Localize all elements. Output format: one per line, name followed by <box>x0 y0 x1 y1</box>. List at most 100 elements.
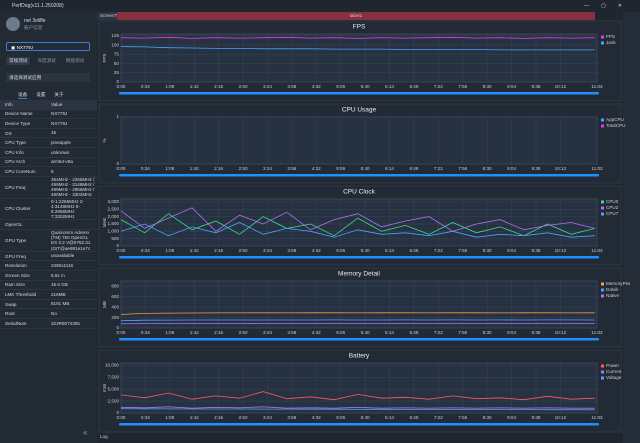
x-tick-label: 5:40 <box>361 166 370 171</box>
mode-tab[interactable]: 网络测试 <box>65 58 85 63</box>
x-tick-label: 2:16 <box>214 166 223 171</box>
table-cell: 8 <box>51 168 54 174</box>
avatar[interactable] <box>6 17 20 31</box>
y-tick-label: 3,000 <box>108 199 120 204</box>
x-tick-label: 4:32 <box>312 415 321 420</box>
legend-label: MemoryPss <box>606 281 631 286</box>
account-link[interactable]: 账户信息 <box>24 25 43 30</box>
legend-swatch <box>601 35 604 39</box>
legend-label: Jank <box>606 40 616 45</box>
y-tick-label: 1,000 <box>108 229 120 234</box>
info-tab[interactable]: 设备 <box>18 92 28 99</box>
table-header: Info Value <box>0 100 97 110</box>
x-tick-label: 0:34 <box>141 166 150 171</box>
log-tab[interactable]: Log <box>100 434 108 439</box>
series-line <box>120 312 595 315</box>
x-tick-label: 1:08 <box>165 166 174 171</box>
table-row: CPU Cluster 0-1:2265MHz 2-4:3148MHz 5-6:2… <box>0 199 97 221</box>
collapse-button[interactable]: « <box>83 428 88 437</box>
x-tick-label: 9:04 <box>507 330 516 335</box>
x-tick-label: 2:50 <box>239 166 248 171</box>
time-slider <box>119 256 599 259</box>
x-tick-label: 6:48 <box>409 415 418 420</box>
table-cell: GPU Type <box>5 237 27 243</box>
y-axis-label: % <box>102 138 107 142</box>
table-cell: CPU Arch <box>5 159 26 165</box>
x-tick-label: 0:00 <box>117 166 126 171</box>
legend-label: Power <box>606 363 619 368</box>
x-tick-label: 2:50 <box>239 248 248 253</box>
mode-tab[interactable]: 常规测试 <box>6 57 31 65</box>
table-row: CPU Arch arm64-v8a <box>0 158 97 168</box>
y-tick-label: 2,500 <box>108 207 120 212</box>
table-cell: 216MB <box>51 291 66 297</box>
x-tick-label: 2:16 <box>214 84 223 89</box>
x-tick-label: 6:14 <box>385 415 394 420</box>
table-cell: OS <box>5 130 12 136</box>
device-select[interactable]: ▣ NX779J <box>6 42 90 51</box>
charts-area: ScreenTab label1 Log FPSFPS0255075100125… <box>97 12 640 443</box>
x-tick-label: 1:08 <box>165 330 174 335</box>
legend-swatch <box>601 200 604 204</box>
legend-swatch <box>601 288 604 292</box>
x-tick-label: 3:58 <box>287 330 296 335</box>
x-tick-label: 8:30 <box>483 330 492 335</box>
x-tick-label: 10:12 <box>555 248 567 253</box>
x-tick-label: 3:58 <box>287 166 296 171</box>
x-tick-label: 1:08 <box>165 415 174 420</box>
legend-label: FPS <box>606 34 615 39</box>
table-cell: NX779J <box>51 111 68 117</box>
table-cell: CPU Info <box>5 149 24 155</box>
x-tick-label: 7:22 <box>434 248 443 253</box>
app-select[interactable]: 请选择测试应用 <box>6 73 90 82</box>
x-tick-label: 9:04 <box>507 415 516 420</box>
x-tick-label: 9:04 <box>507 84 516 89</box>
x-tick-label: 0:00 <box>117 415 126 420</box>
x-tick-label: 7:56 <box>458 248 467 253</box>
plot-area <box>120 362 598 414</box>
chart-title: Battery <box>349 353 370 360</box>
x-tick-label: 6:48 <box>409 330 418 335</box>
x-tick-label: 7:56 <box>458 166 467 171</box>
legend-swatch <box>601 124 604 128</box>
table-cell: OpenGL <box>5 222 23 228</box>
table-cell: 364MHz - 2265MHz / 499MHz - 3148MHz / 49… <box>51 176 95 198</box>
info-tab[interactable]: 设置 <box>36 92 46 97</box>
x-tick-label: 3:24 <box>263 166 272 171</box>
screen-tab[interactable] <box>97 12 123 20</box>
x-tick-label: 9:38 <box>531 166 540 171</box>
y-tick-label: 1 <box>116 114 119 119</box>
x-tick-label: 10:12 <box>555 415 567 420</box>
table-cell: 2480x1116 <box>51 263 74 269</box>
window-title: PerfDog(v11.1.250208) <box>12 3 64 9</box>
x-tick-label: 3:58 <box>287 415 296 420</box>
user-name: net 3eliffe <box>24 18 46 24</box>
y-tick-label: 800 <box>111 283 119 288</box>
legend-label: Voltage <box>606 375 622 380</box>
x-tick-label: 10:12 <box>555 330 567 335</box>
y-axis-label: MB <box>102 301 107 308</box>
plot-area <box>120 33 598 83</box>
x-tick-label: 8:30 <box>483 166 492 171</box>
x-tick-label: 1:08 <box>165 84 174 89</box>
x-tick-label: 6:14 <box>385 248 394 253</box>
table-row: OS 15 <box>0 129 97 139</box>
legend-swatch <box>601 364 604 368</box>
x-tick-label: 8:30 <box>483 84 492 89</box>
y-tick-label: 1,500 <box>108 221 120 226</box>
x-tick-label: 1:42 <box>190 330 199 335</box>
table-row: Ram Size 15.6 GB <box>0 281 97 291</box>
table-row: LMK Threshold 216MB <box>0 290 97 300</box>
window-controls[interactable]: —▢✕ <box>584 3 634 9</box>
table-row: Device Name NX779J <box>0 110 97 120</box>
y-tick-label: 400 <box>111 304 119 309</box>
device-name: NX779J <box>16 45 33 50</box>
x-tick-label: 2:50 <box>239 330 248 335</box>
legend-label: CPU7 <box>606 211 619 216</box>
x-tick-label: 9:04 <box>507 248 516 253</box>
series-line <box>120 36 595 39</box>
chart-title: FPS <box>353 24 366 31</box>
mode-tab[interactable]: 深度测试 <box>37 58 56 63</box>
legend-swatch <box>601 282 604 286</box>
info-tab[interactable]: 关于 <box>54 92 64 97</box>
